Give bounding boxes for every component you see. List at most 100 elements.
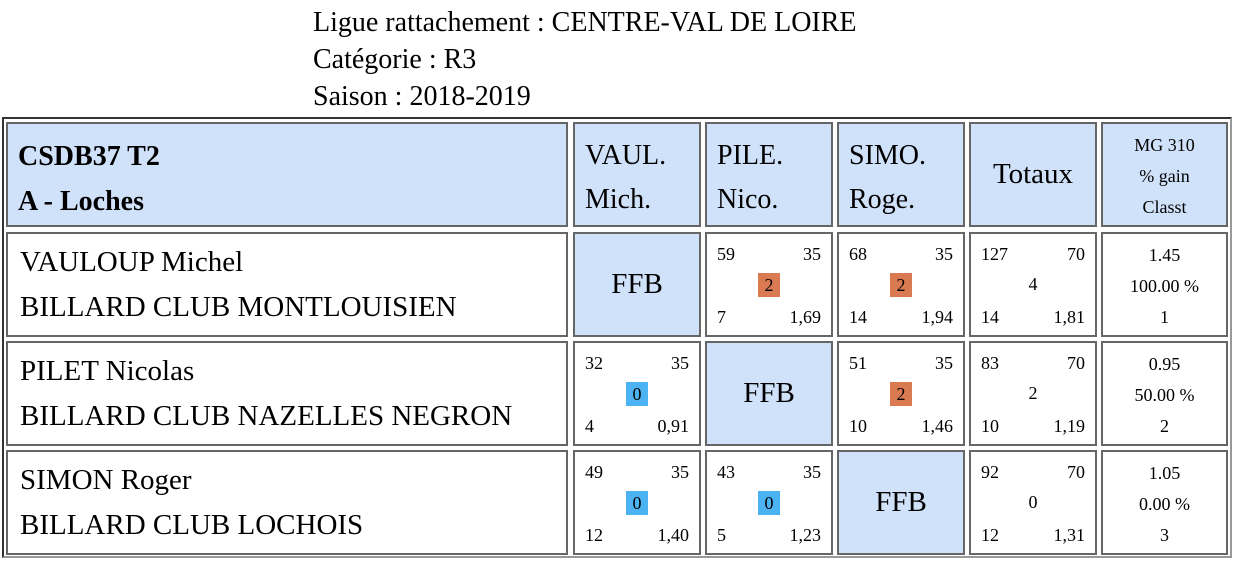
match-target: 35 <box>935 244 953 264</box>
match-points: 32 <box>585 353 603 373</box>
mg-value: 1.05 <box>1148 463 1181 483</box>
player-name: SIMON Roger <box>20 464 192 496</box>
match-cell: 51 35 2 10 1,46 <box>837 341 965 446</box>
match-result-badge: 2 <box>890 273 912 297</box>
player-cell-pilet: PILET Nicolas BILLARD CLUB NAZELLES NEGR… <box>6 341 568 446</box>
match-points: 68 <box>849 244 867 264</box>
table-title-cell: CSDB37 T2 A - Loches <box>6 122 568 227</box>
column-header-line1: PILE. <box>717 140 784 171</box>
totals-result: 4 <box>1028 274 1038 294</box>
gain-value: 100.00 % <box>1130 276 1199 296</box>
match-cell: 43 35 0 5 1,23 <box>705 450 833 555</box>
match-average: 1,94 <box>921 307 954 327</box>
totals-innings: 10 <box>981 416 999 436</box>
group-subtitle: A - Loches <box>18 186 144 217</box>
match-result-badge: 2 <box>890 382 912 406</box>
self-match-cell: FFB <box>573 232 701 337</box>
totals-average: 1,19 <box>1053 416 1086 436</box>
player-club: BILLARD CLUB LOCHOIS <box>20 509 364 541</box>
totals-cell: 92 70 0 12 1,31 <box>969 450 1097 555</box>
match-target: 35 <box>803 244 821 264</box>
match-cell: 32 35 0 4 0,91 <box>573 341 701 446</box>
column-header-vaul: VAUL. Mich. <box>573 122 701 227</box>
player-name: VAULOUP Michel <box>20 246 244 278</box>
match-result-badge: 0 <box>758 491 780 515</box>
match-target: 35 <box>803 462 821 482</box>
ligue-line: Ligue rattachement : CENTRE-VAL DE LOIRE <box>313 7 857 38</box>
totals-points: 127 <box>981 244 1008 264</box>
rank-value: 1 <box>1160 307 1169 327</box>
totals-points: 83 <box>981 353 999 373</box>
results-table <box>2 117 1232 558</box>
totals-points: 92 <box>981 462 999 482</box>
column-header-line2: Nico. <box>717 184 779 215</box>
match-innings: 14 <box>849 307 867 327</box>
match-points: 49 <box>585 462 603 482</box>
match-target: 35 <box>671 353 689 373</box>
mg-label: MG 310 <box>1134 135 1195 155</box>
totals-average: 1,31 <box>1053 525 1086 545</box>
column-header-line1: VAUL. <box>585 140 667 171</box>
match-result-badge: 0 <box>626 491 648 515</box>
match-innings: 7 <box>717 307 726 327</box>
match-average: 1,40 <box>657 525 690 545</box>
match-innings: 10 <box>849 416 867 436</box>
match-average: 0,91 <box>657 416 690 436</box>
totals-cell: 83 70 2 10 1,19 <box>969 341 1097 446</box>
totals-innings: 12 <box>981 525 999 545</box>
self-match-cell: FFB <box>837 450 965 555</box>
match-points: 43 <box>717 462 735 482</box>
group-title: CSDB37 T2 <box>18 141 160 172</box>
rank-value: 2 <box>1160 416 1169 436</box>
match-result-badge: 2 <box>758 273 780 297</box>
totals-target: 70 <box>1067 462 1085 482</box>
totals-result: 0 <box>1028 492 1038 512</box>
mg-value: 0.95 <box>1148 354 1181 374</box>
player-cell-simon: SIMON Roger BILLARD CLUB LOCHOIS <box>6 450 568 555</box>
match-points: 51 <box>849 353 867 373</box>
mg-cell: 0.95 50.00 % 2 <box>1101 341 1228 446</box>
player-cell-vauloup: VAULOUP Michel BILLARD CLUB MONTLOUISIEN <box>6 232 568 337</box>
match-average: 1,46 <box>921 416 954 436</box>
player-name: PILET Nicolas <box>20 355 195 387</box>
match-target: 35 <box>935 353 953 373</box>
classt-label: Classt <box>1142 197 1187 217</box>
totals-header: Totaux <box>969 122 1097 227</box>
player-club: BILLARD CLUB NAZELLES NEGRON <box>20 400 513 432</box>
column-header-pile: PILE. Nico. <box>705 122 833 227</box>
match-innings: 5 <box>717 525 726 545</box>
totals-target: 70 <box>1067 353 1085 373</box>
column-header-line2: Roge. <box>849 184 916 215</box>
page-header: Ligue rattachement : CENTRE-VAL DE LOIRE… <box>313 4 857 115</box>
player-club: BILLARD CLUB MONTLOUISIEN <box>20 291 457 323</box>
totals-innings: 14 <box>981 307 999 327</box>
totals-target: 70 <box>1067 244 1085 264</box>
match-points: 59 <box>717 244 735 264</box>
match-cell: 68 35 2 14 1,94 <box>837 232 965 337</box>
mg-header: MG 310 % gain Classt <box>1101 122 1228 227</box>
column-header-line1: SIMO. <box>849 140 927 171</box>
saison-line: Saison : 2018-2019 <box>313 81 531 112</box>
match-result-badge: 0 <box>626 382 648 406</box>
column-header-simo: SIMO. Roge. <box>837 122 965 227</box>
match-target: 35 <box>671 462 689 482</box>
categorie-line: Catégorie : R3 <box>313 44 477 75</box>
mg-value: 1.45 <box>1148 245 1181 265</box>
rank-value: 3 <box>1160 525 1169 545</box>
match-cell: 59 35 2 7 1,69 <box>705 232 833 337</box>
match-cell: 49 35 0 12 1,40 <box>573 450 701 555</box>
totals-result: 2 <box>1028 383 1038 403</box>
gain-value: 50.00 % <box>1134 385 1195 405</box>
column-header-line2: Mich. <box>585 184 652 215</box>
totals-cell: 127 70 4 14 1,81 <box>969 232 1097 337</box>
gain-value: 0.00 % <box>1139 494 1190 514</box>
mg-cell: 1.45 100.00 % 1 <box>1101 232 1228 337</box>
match-average: 1,69 <box>789 307 822 327</box>
gain-label: % gain <box>1139 166 1190 186</box>
self-match-cell: FFB <box>705 341 833 446</box>
match-innings: 4 <box>585 416 594 436</box>
mg-cell: 1.05 0.00 % 3 <box>1101 450 1228 555</box>
match-innings: 12 <box>585 525 603 545</box>
match-average: 1,23 <box>789 525 822 545</box>
totals-average: 1,81 <box>1053 307 1086 327</box>
